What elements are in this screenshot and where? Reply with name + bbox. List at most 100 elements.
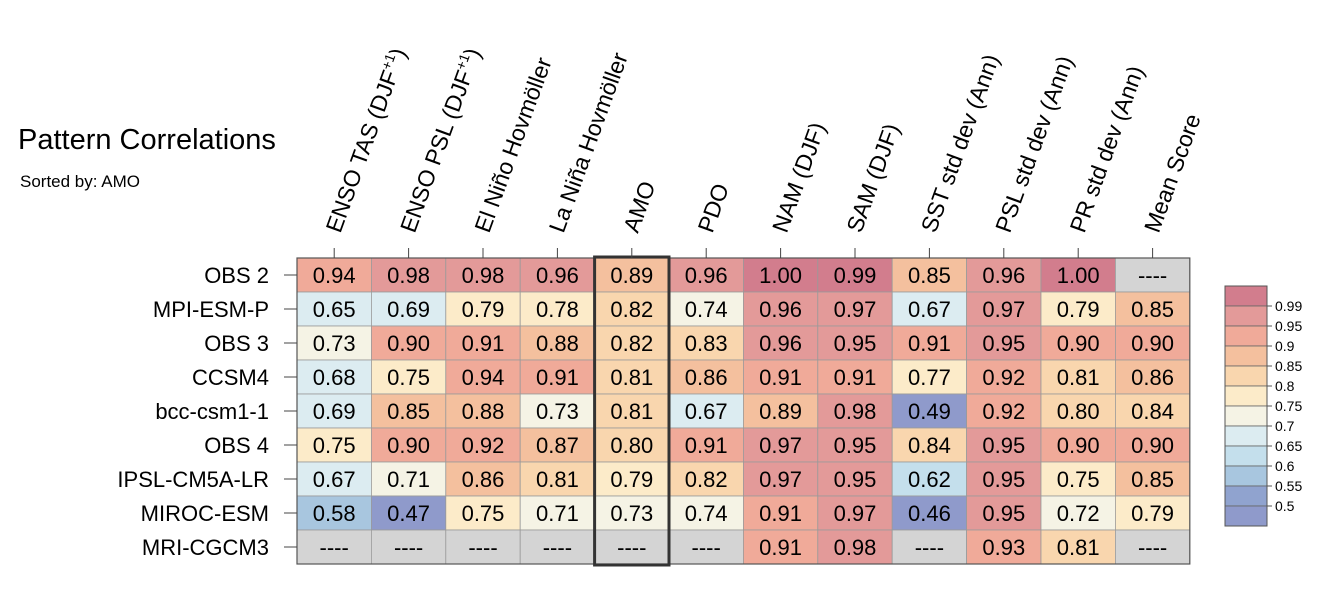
cell-value-label: 0.91 — [908, 331, 951, 356]
colorbar-swatch — [1224, 365, 1268, 387]
heatmap-cell — [296, 257, 372, 293]
axis-ticks — [284, 248, 1154, 548]
heatmap-cell — [966, 325, 1042, 361]
heatmap-cell — [743, 257, 819, 293]
cell-value-label: ---- — [1138, 263, 1167, 288]
cell-value-label: ---- — [1138, 535, 1167, 560]
heatmap-cell — [445, 359, 521, 395]
heatmap-cell — [891, 257, 968, 293]
cell-value-label: 0.96 — [759, 331, 802, 356]
cell-value-label: 0.67 — [313, 467, 356, 492]
cell-value-label: 0.87 — [536, 433, 579, 458]
row-labels: OBS 2 MPI-ESM-P OBS 3 CCSM4 bcc-csm1-1 OBS 4 I… — [117, 263, 269, 560]
heatmap-cell — [296, 529, 372, 565]
cell-value-label: 0.90 — [1057, 433, 1100, 458]
cell-value-label: 0.71 — [536, 501, 579, 526]
colorbar-tick-label: 0.95 — [1275, 318, 1302, 334]
cell-value-label: 0.90 — [1057, 331, 1100, 356]
colorbar-swatch — [1224, 345, 1268, 367]
heatmap-cell — [743, 427, 819, 463]
cell-value-label: 0.72 — [1057, 501, 1100, 526]
colorbar-tick-label: 0.5 — [1275, 498, 1295, 514]
cell-value-label: 0.91 — [685, 433, 728, 458]
colorbar-swatch — [1224, 405, 1268, 427]
heatmap-cell — [1040, 257, 1116, 293]
heatmap-cell — [817, 291, 893, 327]
heatmap-cell — [519, 291, 596, 327]
cell-value-label: 0.62 — [908, 467, 951, 492]
cell-value-label: 0.91 — [536, 365, 579, 390]
cell-value-label: 0.73 — [610, 501, 653, 526]
heatmap-cell — [966, 291, 1042, 327]
cell-value-label: 0.85 — [908, 263, 951, 288]
cell-value-label: 0.47 — [387, 501, 430, 526]
row-label: OBS 2 — [204, 263, 269, 288]
cell-value-label: 0.92 — [982, 365, 1025, 390]
cell-value-label: 0.93 — [982, 535, 1025, 560]
cell-value-label: 0.49 — [908, 399, 951, 424]
cell-value-label: 0.82 — [685, 467, 728, 492]
cell-value-label: ---- — [617, 535, 646, 560]
heatmap-cell — [296, 495, 372, 531]
cell-value-label: 0.99 — [834, 263, 877, 288]
heatmap-cell — [1040, 325, 1116, 361]
cell-value-label: 0.90 — [1131, 331, 1174, 356]
column-labels: ENSO TAS (DJF+1)ENSO PSL (DJF+1)El Niño … — [320, 44, 1206, 236]
cell-value-label: 0.97 — [759, 433, 802, 458]
heatmap-cell — [966, 461, 1042, 497]
cell-value-label: 0.92 — [982, 399, 1025, 424]
cell-value-label: 0.80 — [1057, 399, 1100, 424]
cell-value-label: ---- — [468, 535, 497, 560]
column-label: PSL std dev (Ann) — [990, 52, 1078, 235]
cell-value-label: 0.82 — [610, 297, 653, 322]
cell-value-label: 0.58 — [313, 501, 356, 526]
heatmap-cell — [296, 461, 372, 497]
heatmap-cell — [966, 427, 1042, 463]
heatmap-cell — [1040, 291, 1116, 327]
cell-value-label: 0.98 — [834, 535, 877, 560]
heatmap-cell — [743, 325, 819, 361]
cell-value-label: 0.96 — [685, 263, 728, 288]
heatmap-cell — [891, 393, 968, 429]
row-label: bcc-csm1-1 — [155, 399, 269, 424]
cell-value-label: 1.00 — [759, 263, 802, 288]
cell-value-label: 0.96 — [982, 263, 1025, 288]
cell-value-label: 0.89 — [759, 399, 802, 424]
heatmap-cell — [370, 325, 447, 361]
colorbar-swatch — [1224, 305, 1268, 327]
cell-value-label: 0.98 — [834, 399, 877, 424]
colorbar-tick-label: 0.8 — [1275, 378, 1295, 394]
cell-value-label: 0.83 — [685, 331, 728, 356]
cell-value-label: 0.85 — [1131, 467, 1174, 492]
heatmap-cell — [445, 461, 521, 497]
cell-value-label: 0.80 — [610, 433, 653, 458]
cell-value-label: 0.97 — [834, 501, 877, 526]
colorbar-swatch — [1224, 465, 1268, 487]
heatmap-cell — [743, 461, 819, 497]
cell-value-label: 0.78 — [536, 297, 579, 322]
colorbar-tick-label: 0.85 — [1275, 358, 1302, 374]
row-label: IPSL-CM5A-LR — [117, 467, 269, 492]
heatmap-cell — [370, 291, 447, 327]
heatmap-cell — [668, 529, 744, 565]
colorbar-tick-label: 0.9 — [1275, 338, 1295, 354]
cell-value-label: 0.91 — [759, 501, 802, 526]
cell-value-label: 0.68 — [313, 365, 356, 390]
colorbar-tick-label: 0.7 — [1275, 418, 1295, 434]
column-label: Mean Score — [1139, 110, 1206, 235]
colorbar-tick-label: 0.6 — [1275, 458, 1295, 474]
cell-value-label: 0.94 — [462, 365, 505, 390]
row-label: MIROC-ESM — [141, 501, 269, 526]
heatmap-cell — [817, 325, 893, 361]
column-label: AMO — [618, 178, 660, 236]
heatmap-cell — [1115, 495, 1191, 531]
cell-value-label: ---- — [543, 535, 572, 560]
heatmap-cell — [519, 427, 596, 463]
heatmap-cell — [296, 427, 372, 463]
heatmap-cell — [668, 393, 744, 429]
heatmap-cell — [370, 427, 447, 463]
cell-value-label: 0.86 — [1131, 365, 1174, 390]
cell-value-label: 0.95 — [982, 501, 1025, 526]
heatmap-cell — [817, 461, 893, 497]
